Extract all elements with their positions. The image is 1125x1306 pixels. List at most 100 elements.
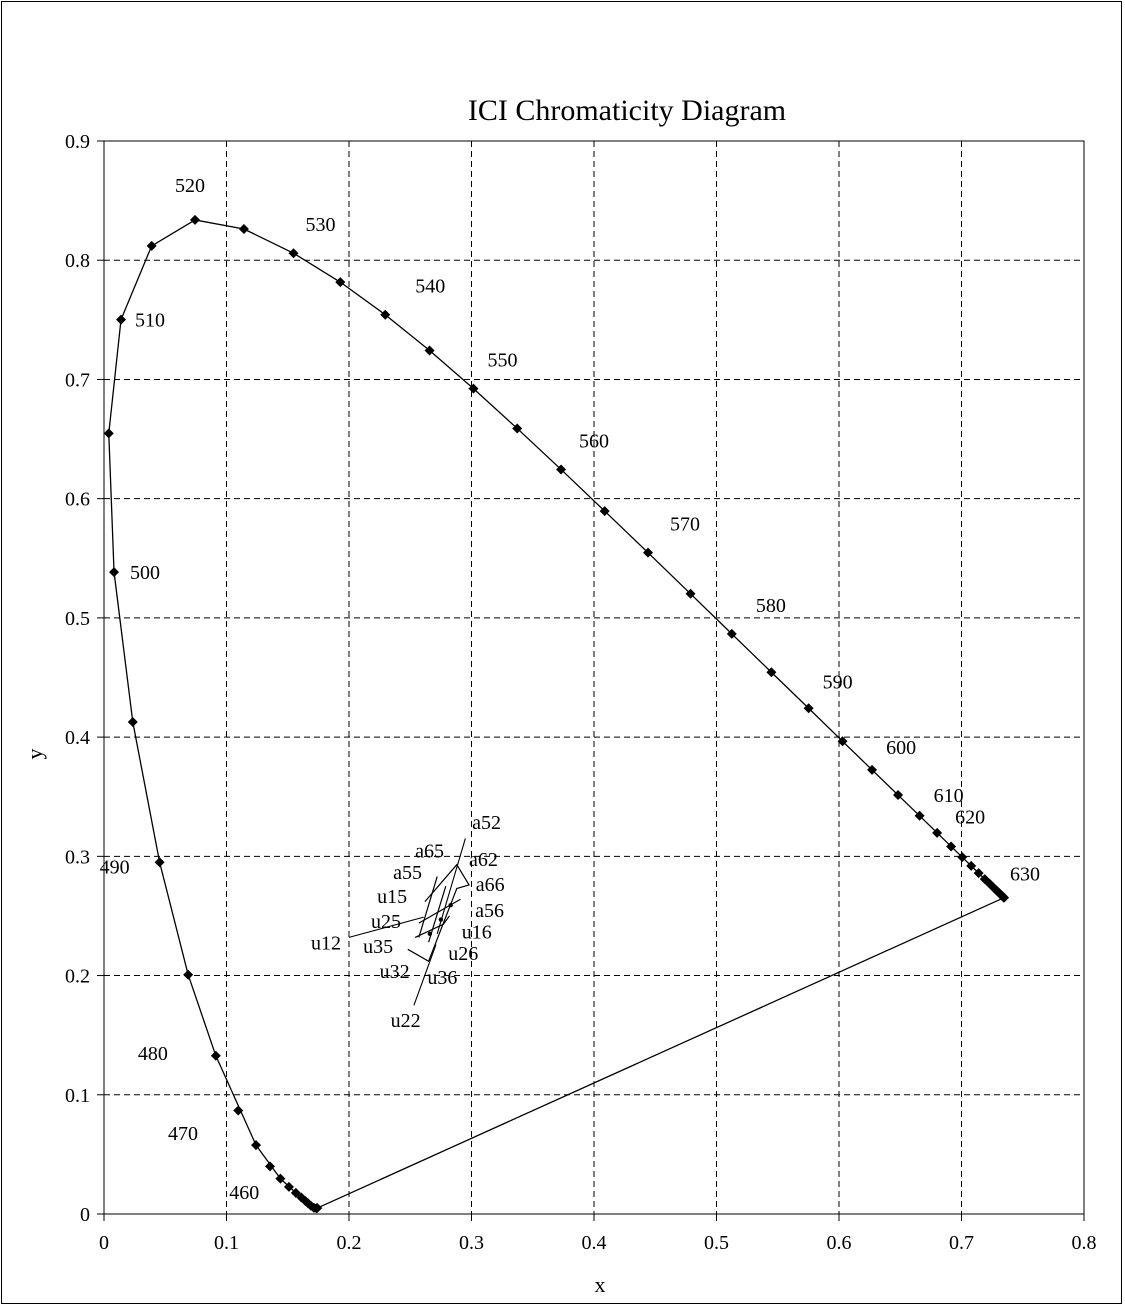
locus-marker <box>512 423 523 434</box>
wavelength-label: 630 <box>1010 864 1040 886</box>
locus-marker <box>183 969 194 980</box>
x-axis-label: x <box>595 1272 606 1297</box>
wavelength-label: 560 <box>579 430 609 452</box>
locus-marker <box>288 248 299 259</box>
locus-marker <box>146 240 157 251</box>
locus-marker <box>914 810 925 821</box>
gridlines <box>104 141 1084 1214</box>
wavelength-label: 610 <box>934 785 964 807</box>
wavelength-label: 550 <box>487 350 517 372</box>
locus-marker <box>335 277 346 288</box>
locus-marker <box>893 790 904 801</box>
cell-label: a55 <box>393 862 422 884</box>
x-tick-label: 0.8 <box>1072 1232 1097 1254</box>
locus-marker <box>290 1187 301 1198</box>
locus-marker <box>154 857 165 868</box>
leader-line <box>348 916 424 938</box>
cell-label: u32 <box>380 961 410 983</box>
locus-marker <box>251 1140 262 1151</box>
y-tick-label: 0.4 <box>65 727 90 749</box>
cell-label: a66 <box>476 874 505 896</box>
cell-label: a52 <box>472 812 501 834</box>
cell-label: u12 <box>311 932 341 954</box>
locus-marker <box>766 667 777 678</box>
wavelength-label: 490 <box>100 856 130 878</box>
locus-marker <box>966 860 977 871</box>
locus-marker <box>726 628 737 639</box>
locus-marker <box>127 716 138 727</box>
locus-marker <box>932 827 943 838</box>
x-tick-labels: 0 0.1 0.2 0.3 0.4 0.5 0.6 0.7 0.8 <box>99 1232 1097 1254</box>
cell-label: u35 <box>363 936 393 958</box>
cell-label: u36 <box>427 967 457 989</box>
leader-line <box>413 944 437 1006</box>
y-tick-label: 0.2 <box>65 966 90 988</box>
locus-marker <box>380 309 391 320</box>
locus-marker <box>275 1173 286 1184</box>
x-tick-label: 0.4 <box>582 1232 607 1254</box>
y-tick-label: 0.5 <box>65 608 90 630</box>
y-axis-label: y <box>22 749 47 760</box>
x-tick-label: 0.1 <box>214 1232 239 1254</box>
y-tick-label: 0.7 <box>65 369 90 391</box>
y-tick-labels: 0 0.1 0.2 0.3 0.4 0.5 0.6 0.7 0.8 0.9 <box>65 131 90 1226</box>
x-tick-label: 0 <box>99 1232 109 1254</box>
wavelength-label: 590 <box>823 671 853 693</box>
locus-marker <box>233 1105 244 1116</box>
y-tick-label: 0 <box>80 1204 90 1226</box>
locus-marker <box>424 345 435 356</box>
wavelength-label: 480 <box>138 1043 168 1065</box>
y-tick-label: 0.9 <box>65 131 90 153</box>
cell-outline <box>407 863 470 963</box>
y-tick-label: 0.8 <box>65 250 90 272</box>
cell-label: u16 <box>462 922 492 944</box>
locus-marker <box>946 841 957 852</box>
locus-marker <box>190 214 201 225</box>
x-tick-label: 0.6 <box>827 1232 852 1254</box>
cell-outline <box>414 915 450 938</box>
wavelength-label: 600 <box>886 737 916 759</box>
cell-label: a62 <box>469 849 498 871</box>
locus-marker <box>803 703 814 714</box>
locus-marker <box>837 736 848 747</box>
wavelength-label: 500 <box>130 562 160 584</box>
locus-marker <box>999 892 1010 903</box>
cell-label: u26 <box>448 943 478 965</box>
locus-marker <box>867 764 878 775</box>
cell-label: u15 <box>377 886 407 908</box>
locus-marker <box>296 1192 307 1203</box>
locus-marker <box>973 868 984 879</box>
locus-marker <box>116 314 127 325</box>
wavelength-label: 460 <box>229 1182 259 1204</box>
wavelength-label: 580 <box>756 595 786 617</box>
y-tick-label: 0.1 <box>65 1085 90 1107</box>
leader-line <box>436 838 466 934</box>
locus-marker <box>283 1181 294 1192</box>
y-tick-label: 0.6 <box>65 489 90 511</box>
locus-marker <box>643 547 654 558</box>
x-tick-label: 0.3 <box>459 1232 484 1254</box>
tick-marks <box>97 140 1085 1221</box>
spectral-locus-line <box>108 219 1005 1209</box>
x-tick-label: 0.7 <box>949 1232 974 1254</box>
y-tick-label: 0.3 <box>65 846 90 868</box>
x-tick-label: 0.5 <box>704 1232 729 1254</box>
cell-label: a65 <box>415 841 444 863</box>
cell-outline <box>418 876 438 938</box>
wavelength-label: 530 <box>306 214 336 236</box>
series-layer <box>103 214 1010 1214</box>
annotations-layer: 460 470 480 490 500 510 520 530 540 550 560 570 580 5… <box>100 175 1040 1204</box>
cell-label: u25 <box>371 911 401 933</box>
cell-outline <box>418 898 461 924</box>
wavelength-label: 620 <box>955 806 985 828</box>
locus-marker <box>599 506 610 517</box>
wavelength-label: 510 <box>135 310 165 332</box>
locus-marker <box>556 464 567 475</box>
locus-marker <box>468 383 479 394</box>
wavelength-label: 470 <box>168 1123 198 1145</box>
locus-marker <box>109 567 120 578</box>
wavelength-label: 570 <box>670 514 700 536</box>
wavelength-label: 520 <box>175 175 205 197</box>
locus-marker <box>238 223 249 234</box>
